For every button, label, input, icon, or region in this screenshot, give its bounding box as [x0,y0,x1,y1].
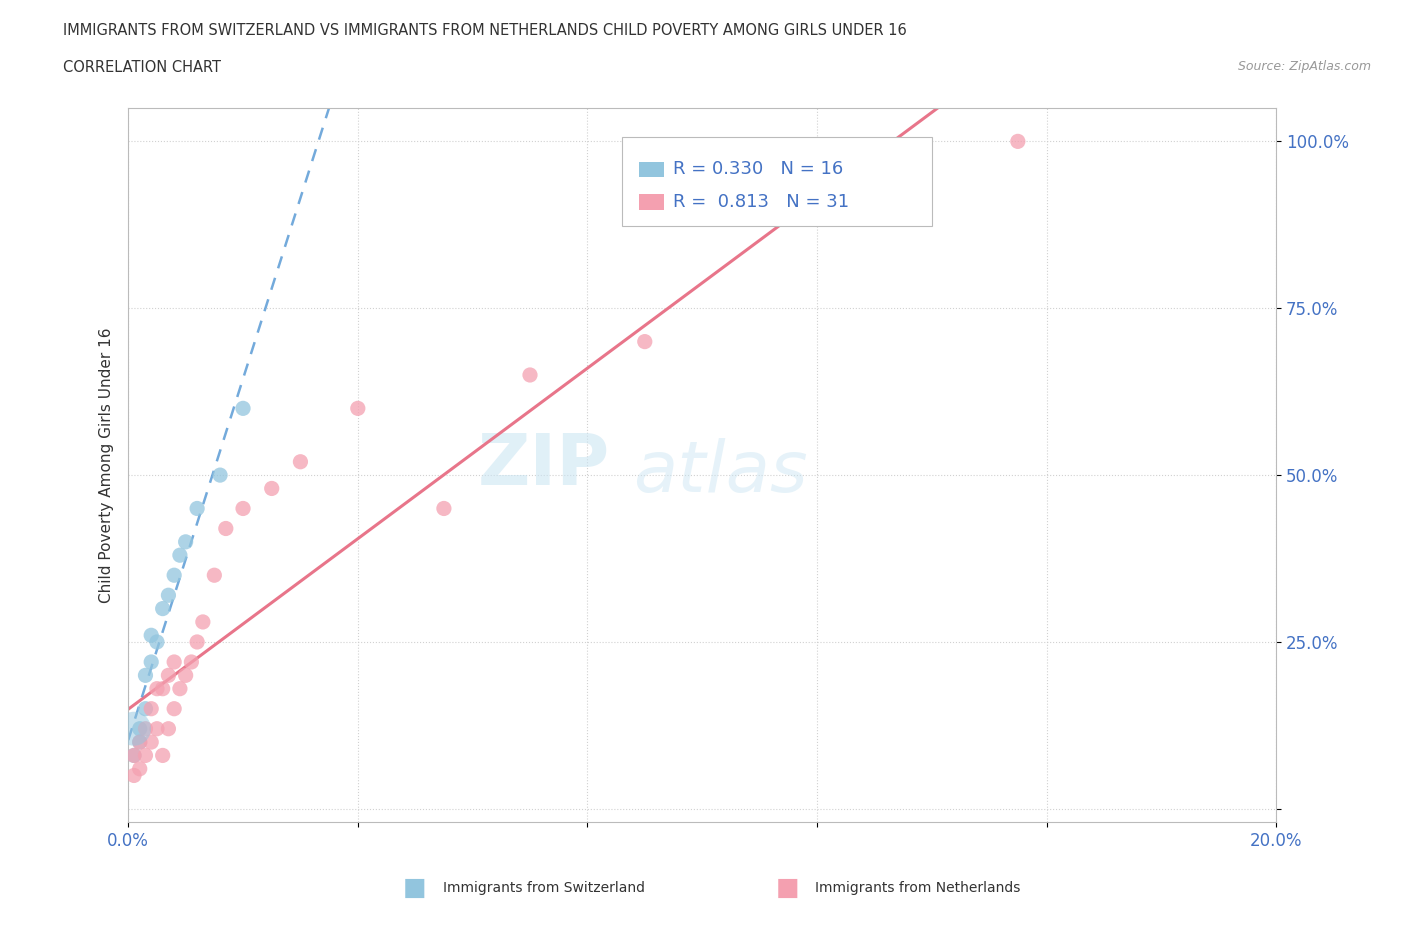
Point [157,668,180,683]
Text: R = 0.330   N = 16: R = 0.330 N = 16 [673,160,844,179]
Text: R =  0.813   N = 31: R = 0.813 N = 31 [673,193,849,211]
Point [519,367,541,382]
Point [128,762,150,777]
Point [141,628,163,643]
Point [191,615,214,630]
Point [134,722,156,737]
Point [141,701,163,716]
Point [169,548,191,563]
Point [186,634,208,649]
Point [128,735,150,750]
Point [232,401,254,416]
Point [146,634,169,649]
Point [163,655,186,670]
Text: Source: ZipAtlas.com: Source: ZipAtlas.com [1237,60,1371,73]
Y-axis label: Child Poverty Among Girls Under 16: Child Poverty Among Girls Under 16 [100,327,114,603]
Point [174,668,197,683]
Point [141,735,163,750]
Point [122,748,145,763]
Point [134,668,156,683]
Point [346,401,368,416]
Point [1007,134,1029,149]
Point [134,701,156,716]
Point [209,468,232,483]
Point [634,334,657,349]
Point [122,768,145,783]
Point [152,748,174,763]
Text: Immigrants from Switzerland: Immigrants from Switzerland [443,881,645,896]
Point [141,655,163,670]
Point [163,568,186,583]
Text: Immigrants from Netherlands: Immigrants from Netherlands [815,881,1021,896]
Point [186,501,208,516]
Point [169,682,191,697]
Point [174,535,197,550]
Point [146,722,169,737]
Point [152,601,174,616]
Text: ■: ■ [776,876,799,900]
Point [433,501,456,516]
Point [134,748,156,763]
Point [146,682,169,697]
Text: atlas: atlas [633,438,808,507]
Point [157,588,180,603]
Point [128,722,150,737]
Text: CORRELATION CHART: CORRELATION CHART [63,60,221,75]
Bar [640,162,664,178]
Bar [640,194,664,210]
Point [180,655,202,670]
Point [215,521,238,536]
Point [163,701,186,716]
Point [122,748,145,763]
Text: IMMIGRANTS FROM SWITZERLAND VS IMMIGRANTS FROM NETHERLANDS CHILD POVERTY AMONG G: IMMIGRANTS FROM SWITZERLAND VS IMMIGRANT… [63,23,907,38]
Point [232,501,254,516]
FancyBboxPatch shape [621,137,932,226]
Point [290,455,312,470]
Point [260,481,283,496]
Point [157,722,180,737]
Point [202,568,225,583]
Text: ZIP: ZIP [478,431,610,499]
Point [122,722,145,737]
Text: ■: ■ [404,876,426,900]
Point [152,682,174,697]
Point [128,735,150,750]
